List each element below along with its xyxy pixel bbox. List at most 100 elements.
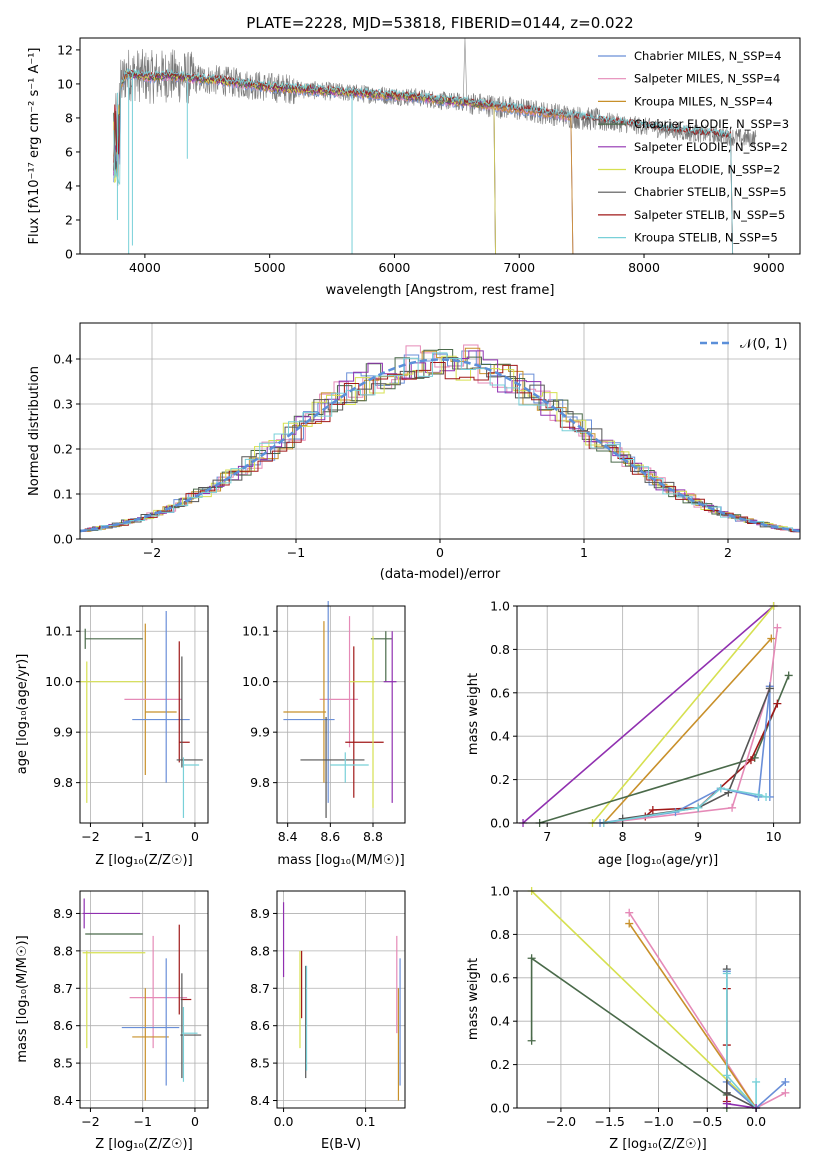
histogram-ytick-label: 0.0 [53,532,73,547]
spectrum-title: PLATE=2228, MJD=53818, FIBERID=0144, z=0… [246,14,633,32]
age-mass-xlabel: mass [log₁₀(M/M☉)] [277,853,404,868]
age-Z-xtick-label: 0 [191,829,199,844]
weight-marker [773,623,782,632]
weight-line [725,973,757,1111]
weight-Z-ytick-label: 0.8 [490,927,510,942]
mass-ebv-xtick-label: 0.1 [356,1114,376,1129]
spectrum-ylabel: Flux [fλ10⁻¹⁷ erg cm⁻² s⁻¹ A⁻¹] [27,48,42,245]
age-Z-ylabel: age [log₁₀(age/yr)] [15,654,30,775]
spectrum-xtick-label: 8000 [628,260,660,275]
residual-histogram-step [79,352,800,539]
weight-Z-ylabel: mass weight [466,958,481,1040]
weight-Z-xtick-label: −0.5 [692,1114,722,1129]
observed-spectrum-line [113,48,757,177]
weight-age-ytick-label: 0.4 [490,729,510,744]
mass-ebv-ytick-label: 8.8 [250,943,270,958]
legend-label: Salpeter STELIB, N_SSP=5 [634,208,785,222]
weight-line [531,890,757,1109]
weight-age-ytick-label: 0.0 [490,816,510,831]
legend-label: Salpeter ELODIE, N_SSP=2 [634,140,788,154]
weight-Z-xlabel: Z [log₁₀(Z/Z☉)] [609,1137,706,1152]
spectrum-ytick-label: 12 [57,42,73,57]
mass-Z-ytick-label: 8.4 [53,1093,73,1108]
age-vs-mass-panel: 8.4 8.6 8.8 9.8 9.9 10.0 10.1 mass [log₁₀(M/M☉… [242,600,406,868]
spectrum-xtick-label: 6000 [379,260,411,275]
model-spectrum-line [113,72,574,255]
spectrum-frame [79,37,801,255]
mass-vs-Z-panel: −2 −1 08.48.58.68.78.88.9 Z [log₁₀(Z/Z☉)] … [15,890,209,1152]
legend-label: Kroupa MILES, N_SSP=4 [634,94,773,108]
spectrum-ytick-label: 10 [57,76,73,91]
weight-marker [762,792,771,801]
age-vs-Z-panel: −2 −1 0 9.8 9.9 10.0 10.1 Z [log₁₀(Z/Z☉)] age … [15,605,209,868]
weight-Z-ytick-label: 0.0 [490,1101,510,1116]
legend-label: Salpeter MILES, N_SSP=4 [634,72,780,86]
weight-marker [722,969,731,978]
age-mass-xtick-label: 8.4 [278,829,298,844]
mass-ebv-xlabel: E(B-V) [321,1137,361,1152]
weight-vs-Z-panel: −2.0 −1.5 −1.0 −0.5 0.0 0.0 0.2 0.4 0.6 0.8 1.0 Z … [466,884,801,1152]
legend-label: Kroupa STELIB, N_SSP=5 [634,231,778,245]
histogram-xtick-label: −2 [143,545,161,560]
weight-marker [784,671,793,680]
histogram-legend: 𝒩(0, 1) [700,337,787,352]
legend-label: Chabrier STELIB, N_SSP=5 [634,185,786,199]
mass-ebv-ytick-label: 8.5 [250,1056,270,1071]
histogram-xtick-label: 2 [724,545,732,560]
weight-Z-xtick-label: −1.5 [595,1114,625,1129]
histogram-ytick-label: 0.3 [53,397,73,412]
weight-Z-xtick-label: 0.0 [746,1114,766,1129]
age-Z-ytick-label: 10.1 [45,624,73,639]
weight-marker [767,634,776,643]
model-spectrum-line [113,73,574,255]
age-Z-xlabel: Z [log₁₀(Z/Z☉)] [95,853,192,868]
spectrum-ytick-label: 0 [65,247,73,262]
weight-marker [754,790,763,799]
age-Z-xtick-label: −2 [81,829,99,844]
mass-Z-ytick-label: 8.7 [53,981,73,996]
weight-line [603,637,772,824]
legend-label: Kroupa ELODIE, N_SSP=2 [634,163,780,177]
spectrum-ytick-label: 2 [65,212,73,227]
weight-marker [773,699,782,708]
mass-ebv-ytick-label: 8.7 [250,981,270,996]
mass-Z-ylabel: mass [log₁₀(M/M☉)] [15,935,30,1062]
weight-marker [694,803,703,812]
age-mass-ytick-label: 10.1 [242,624,270,639]
weight-Z-ytick-label: 0.2 [490,1057,510,1072]
weight-marker [648,805,657,814]
age-mass-xtick-label: 8.8 [363,829,383,844]
weight-age-xtick-label: 9 [694,829,702,844]
weight-line [599,686,771,824]
spectrum-ytick-label: 4 [65,178,73,193]
histogram-ylabel: Normed distribution [27,366,42,496]
weight-marker [765,684,774,693]
weight-marker [716,784,725,793]
age-mass-ytick-label: 9.8 [250,775,270,790]
mass-Z-xtick-label: −1 [133,1114,151,1129]
mass-Z-ytick-label: 8.8 [53,943,73,958]
weight-age-ylabel: mass weight [466,673,481,755]
age-mass-ytick-label: 9.9 [250,725,270,740]
weight-marker [728,803,737,812]
mass-Z-ytick-label: 8.6 [53,1018,73,1033]
weight-marker [746,756,755,765]
weight-line [522,605,775,824]
mass-Z-ytick-label: 8.9 [53,906,73,921]
model-spectrum-line [113,68,734,255]
mass-ebv-ytick-label: 8.6 [250,1018,270,1033]
histogram-ytick-label: 0.4 [53,352,73,367]
gaussian-curve [79,358,801,533]
mass-vs-ebv-panel: 0.0 0.1 8.4 8.5 8.6 8.7 8.8 8.9 E(B-V) [250,890,406,1152]
weight-line [726,1102,757,1109]
residual-histogram-step [79,349,800,539]
age-Z-ytick-label: 10.0 [45,674,73,689]
weight-marker [625,919,634,928]
mass-Z-xtick-label: 0 [191,1114,199,1129]
weight-Z-ytick-label: 0.6 [490,970,510,985]
histogram-xtick-label: 0 [436,545,444,560]
weight-marker [625,908,634,917]
weight-Z-xtick-label: −1.0 [643,1114,673,1129]
weight-line [591,605,775,824]
